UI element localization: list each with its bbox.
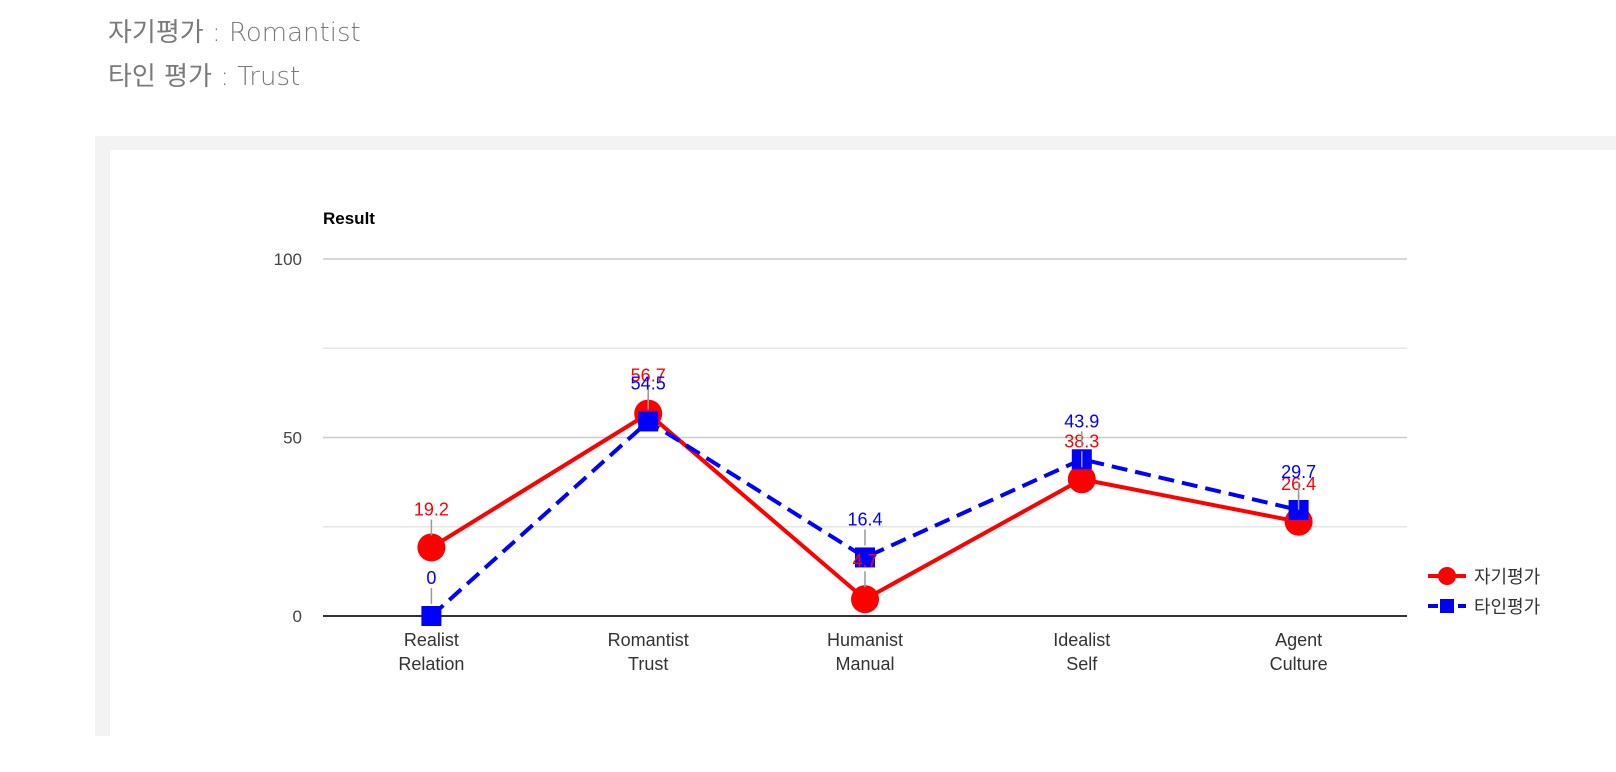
- self-evaluation-value: Romantist: [228, 18, 361, 48]
- axes: Result 0 50 100 Realist Relation Romantist Trus…: [274, 209, 1407, 674]
- legend-label-2[interactable]: 타인평가: [1474, 597, 1540, 617]
- series-2-point[interactable]: [421, 606, 442, 626]
- y-tick-label: 0: [293, 607, 302, 626]
- gridlines: [323, 258, 1407, 528]
- x-tick-label: Relation: [398, 654, 464, 674]
- x-tick-label: Realist: [404, 630, 459, 650]
- chart-title: Result: [323, 209, 375, 228]
- other-evaluation-value: Trust: [237, 62, 301, 92]
- x-tick-label: Idealist: [1053, 630, 1110, 650]
- chart-card: [110, 150, 1616, 736]
- x-tick-label: Agent: [1275, 630, 1322, 650]
- other-evaluation-summary: 타인 평가 : Trust: [108, 56, 300, 93]
- x-tick-label: Culture: [1270, 654, 1328, 674]
- series-2-point[interactable]: [1288, 499, 1309, 520]
- data-label: 56.7: [631, 366, 666, 386]
- series-line-2: [430, 419, 1300, 618]
- series-1-point[interactable]: [851, 585, 879, 614]
- x-tick-label: Self: [1066, 654, 1098, 674]
- self-evaluation-summary: 자기평가 : Romantist: [108, 12, 361, 49]
- data-label: 54.5: [631, 373, 666, 393]
- data-label: 19.2: [414, 499, 449, 519]
- legend-marker-1: [1438, 567, 1456, 585]
- y-tick-label: 100: [274, 250, 302, 269]
- data-label: 29.7: [1281, 462, 1316, 482]
- series-2-point[interactable]: [638, 411, 659, 432]
- x-tick-label: Manual: [835, 654, 894, 674]
- self-evaluation-label: 자기평가: [108, 18, 204, 48]
- series-1-point[interactable]: [1067, 465, 1096, 494]
- series-1-point[interactable]: [417, 533, 446, 562]
- series: [417, 399, 1313, 626]
- legend-marker-2: [1440, 599, 1454, 613]
- data-label: 43.9: [1064, 411, 1099, 431]
- legend-label-1[interactable]: 자기평가: [1474, 567, 1540, 587]
- other-evaluation-separator: :: [211, 62, 238, 92]
- other-evaluation-label: 타인 평가: [108, 62, 212, 92]
- series-2-point[interactable]: [855, 547, 875, 568]
- self-evaluation-separator: :: [203, 18, 229, 48]
- x-tick-label: Humanist: [827, 630, 903, 650]
- y-tick-label: 50: [283, 429, 302, 448]
- data-label: 0: [426, 568, 436, 588]
- x-tick-label: Romantist: [608, 630, 689, 650]
- data-label: 16.4: [847, 509, 882, 529]
- data-label: 4.7: [852, 551, 877, 571]
- x-tick-label: Trust: [628, 654, 668, 674]
